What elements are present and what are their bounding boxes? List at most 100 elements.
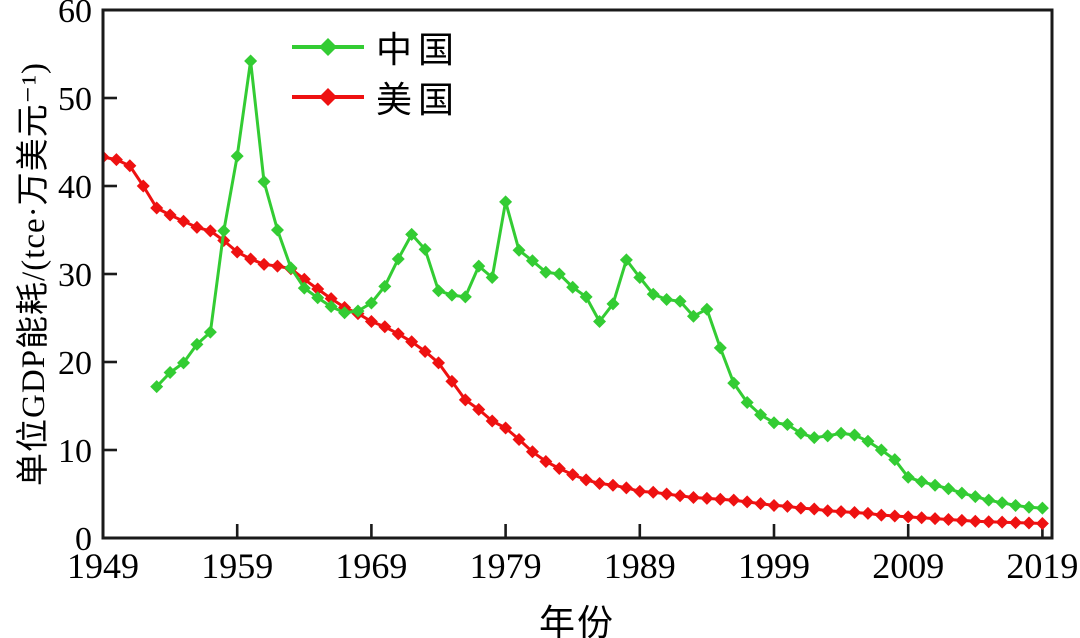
china-marker bbox=[740, 395, 754, 409]
usa-marker bbox=[378, 320, 392, 334]
usa-marker bbox=[324, 292, 338, 306]
usa-marker bbox=[1022, 516, 1036, 530]
y-tick-label: 40 bbox=[58, 169, 92, 206]
usa-marker bbox=[955, 513, 969, 527]
usa-marker bbox=[633, 484, 647, 498]
usa-legend-sample bbox=[292, 88, 364, 106]
x-tick-label: 2009 bbox=[872, 546, 944, 586]
usa-marker bbox=[177, 214, 191, 228]
usa-marker bbox=[163, 208, 177, 222]
china-marker bbox=[217, 224, 231, 238]
china-marker bbox=[552, 267, 566, 281]
china-marker bbox=[794, 426, 808, 440]
china-marker bbox=[1035, 501, 1049, 515]
china-marker bbox=[284, 261, 298, 275]
china-marker bbox=[378, 279, 392, 293]
usa-marker bbox=[754, 497, 768, 511]
usa-marker bbox=[418, 344, 432, 358]
usa-marker bbox=[391, 327, 405, 341]
china-marker bbox=[593, 315, 607, 329]
usa-marker bbox=[136, 179, 150, 193]
china-marker bbox=[646, 287, 660, 301]
usa-marker bbox=[700, 491, 714, 505]
usa-marker bbox=[566, 468, 580, 482]
usa-marker bbox=[525, 445, 539, 459]
usa-marker bbox=[311, 282, 325, 296]
china-marker bbox=[324, 300, 338, 314]
china-marker bbox=[660, 293, 674, 307]
x-tick-label: 1999 bbox=[738, 546, 810, 586]
usa-marker bbox=[432, 356, 445, 370]
usa-marker bbox=[686, 491, 700, 505]
usa-marker bbox=[593, 476, 607, 490]
china-marker bbox=[780, 417, 794, 431]
china-marker bbox=[941, 482, 955, 496]
china-marker bbox=[432, 284, 445, 298]
china-marker bbox=[257, 175, 271, 189]
usa-marker bbox=[901, 510, 915, 524]
usa-marker bbox=[270, 259, 284, 273]
usa-marker bbox=[713, 492, 727, 506]
china-marker bbox=[848, 428, 862, 442]
china-marker bbox=[485, 271, 499, 285]
usa-marker bbox=[646, 485, 660, 499]
china-marker bbox=[968, 490, 982, 504]
y-tick-label: 10 bbox=[58, 433, 92, 470]
usa-marker bbox=[203, 224, 217, 238]
y-tick-label: 50 bbox=[58, 81, 92, 118]
china-marker bbox=[270, 223, 284, 237]
china-marker bbox=[633, 271, 647, 285]
china-marker bbox=[713, 341, 727, 355]
usa-marker bbox=[579, 473, 593, 487]
usa-marker bbox=[458, 393, 472, 407]
usa-marker bbox=[673, 489, 687, 503]
usa-marker bbox=[915, 511, 929, 525]
china-marker bbox=[901, 470, 915, 484]
china-legend-label: 中国 bbox=[376, 30, 461, 70]
china-marker bbox=[834, 426, 848, 440]
china-marker bbox=[727, 376, 741, 390]
y-tick-label: 20 bbox=[58, 345, 92, 382]
usa-marker bbox=[848, 505, 862, 519]
china-marker bbox=[499, 195, 513, 209]
china-marker bbox=[391, 252, 405, 266]
usa-marker bbox=[485, 414, 499, 428]
china-marker bbox=[418, 242, 432, 256]
x-tick-label: 1949 bbox=[67, 546, 139, 586]
china-marker bbox=[861, 434, 875, 448]
legend-item-china: 中国 bbox=[290, 22, 460, 72]
usa-marker bbox=[874, 508, 888, 522]
china-marker bbox=[767, 416, 781, 430]
usa-marker bbox=[941, 513, 955, 527]
china-legend-sample bbox=[292, 38, 364, 56]
usa-marker bbox=[1009, 516, 1023, 530]
usa-marker bbox=[244, 252, 258, 266]
x-tick-label: 1979 bbox=[470, 546, 542, 586]
china-marker bbox=[445, 288, 459, 302]
legend-item-usa: 美国 bbox=[290, 72, 460, 122]
china-marker bbox=[888, 453, 902, 467]
usa-marker bbox=[552, 461, 566, 475]
china-marker bbox=[203, 325, 217, 339]
china-marker bbox=[230, 149, 244, 163]
usa-marker bbox=[499, 421, 513, 435]
legend: 中国 美国 bbox=[290, 22, 460, 122]
usa-marker bbox=[821, 504, 835, 518]
usa-marker bbox=[257, 257, 271, 271]
usa-marker bbox=[445, 374, 459, 388]
china-marker bbox=[539, 265, 553, 279]
usa-marker bbox=[364, 315, 378, 329]
y-tick-label: 0 bbox=[75, 521, 92, 558]
usa-marker bbox=[512, 432, 526, 446]
china-marker bbox=[673, 294, 687, 308]
usa-marker bbox=[230, 245, 244, 259]
x-tick-label: 1989 bbox=[604, 546, 676, 586]
china-marker bbox=[311, 291, 325, 305]
plot-frame bbox=[101, 8, 1054, 540]
usa-marker bbox=[123, 159, 137, 173]
china-marker bbox=[190, 337, 204, 351]
china-marker bbox=[686, 309, 700, 323]
china-marker bbox=[1022, 500, 1036, 514]
